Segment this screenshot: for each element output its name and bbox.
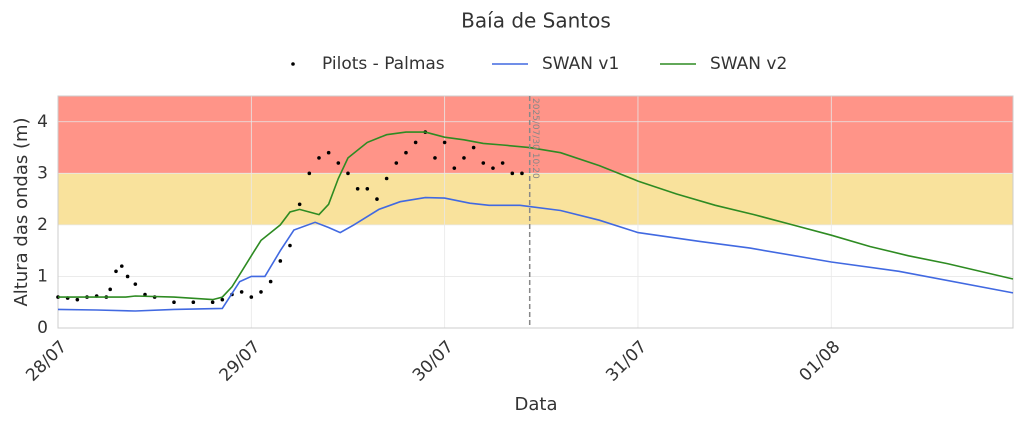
- alert-band: [58, 96, 1013, 174]
- reference-label: 2025/07/30 10:20: [530, 98, 540, 179]
- point: [452, 166, 457, 170]
- point: [210, 300, 215, 305]
- point: [278, 259, 283, 263]
- point: [375, 197, 379, 201]
- alert-band: [58, 173, 1013, 225]
- point: [133, 282, 138, 286]
- chart-title: Baía de Santos: [461, 9, 611, 33]
- point: [481, 161, 486, 165]
- y-tick-label: 1: [37, 266, 48, 286]
- legend-label: SWAN v2: [710, 54, 787, 74]
- point: [491, 166, 495, 170]
- point: [239, 290, 244, 294]
- x-tick-label: 29/07: [216, 337, 265, 386]
- point: [510, 171, 515, 176]
- point: [442, 140, 447, 145]
- point: [259, 290, 263, 294]
- point: [297, 202, 302, 207]
- x-tick-label: 01/08: [796, 337, 845, 386]
- x-tick-label: 28/07: [22, 337, 71, 386]
- point: [114, 269, 118, 274]
- legend-label: Pilots - Palmas: [322, 54, 445, 74]
- point: [336, 161, 341, 165]
- point: [394, 161, 399, 165]
- y-tick-label: 4: [37, 112, 48, 132]
- point: [433, 156, 437, 160]
- x-tick-label: 30/07: [409, 337, 458, 386]
- point: [365, 187, 370, 191]
- point: [462, 156, 466, 160]
- point: [471, 145, 476, 150]
- point: [317, 156, 321, 160]
- point: [500, 161, 505, 165]
- point: [413, 140, 418, 145]
- point: [191, 300, 196, 305]
- point: [268, 279, 273, 284]
- legend-marker: [291, 62, 295, 66]
- y-tick-label: 2: [37, 215, 48, 235]
- point: [326, 150, 331, 155]
- point: [172, 300, 176, 305]
- point: [108, 287, 112, 292]
- point: [307, 171, 312, 176]
- point: [288, 243, 292, 248]
- point: [143, 292, 147, 297]
- point: [75, 297, 80, 302]
- line: [57, 196, 1014, 312]
- point: [119, 264, 124, 268]
- point: [520, 171, 524, 176]
- point: [384, 176, 389, 181]
- point: [249, 295, 254, 299]
- point: [404, 150, 408, 155]
- x-tick-label: 31/07: [602, 337, 651, 386]
- point: [220, 297, 225, 302]
- x-axis-label: Data: [515, 394, 558, 415]
- point: [346, 171, 350, 176]
- line: [58, 131, 1014, 301]
- legend-label: SWAN v1: [542, 54, 619, 74]
- y-tick-label: 0: [37, 318, 48, 338]
- plot-frame: [57, 95, 1014, 329]
- y-tick-label: 3: [37, 163, 48, 183]
- point: [125, 274, 130, 279]
- point: [355, 187, 360, 191]
- y-axis-label: Altura das ondas (m): [11, 117, 32, 306]
